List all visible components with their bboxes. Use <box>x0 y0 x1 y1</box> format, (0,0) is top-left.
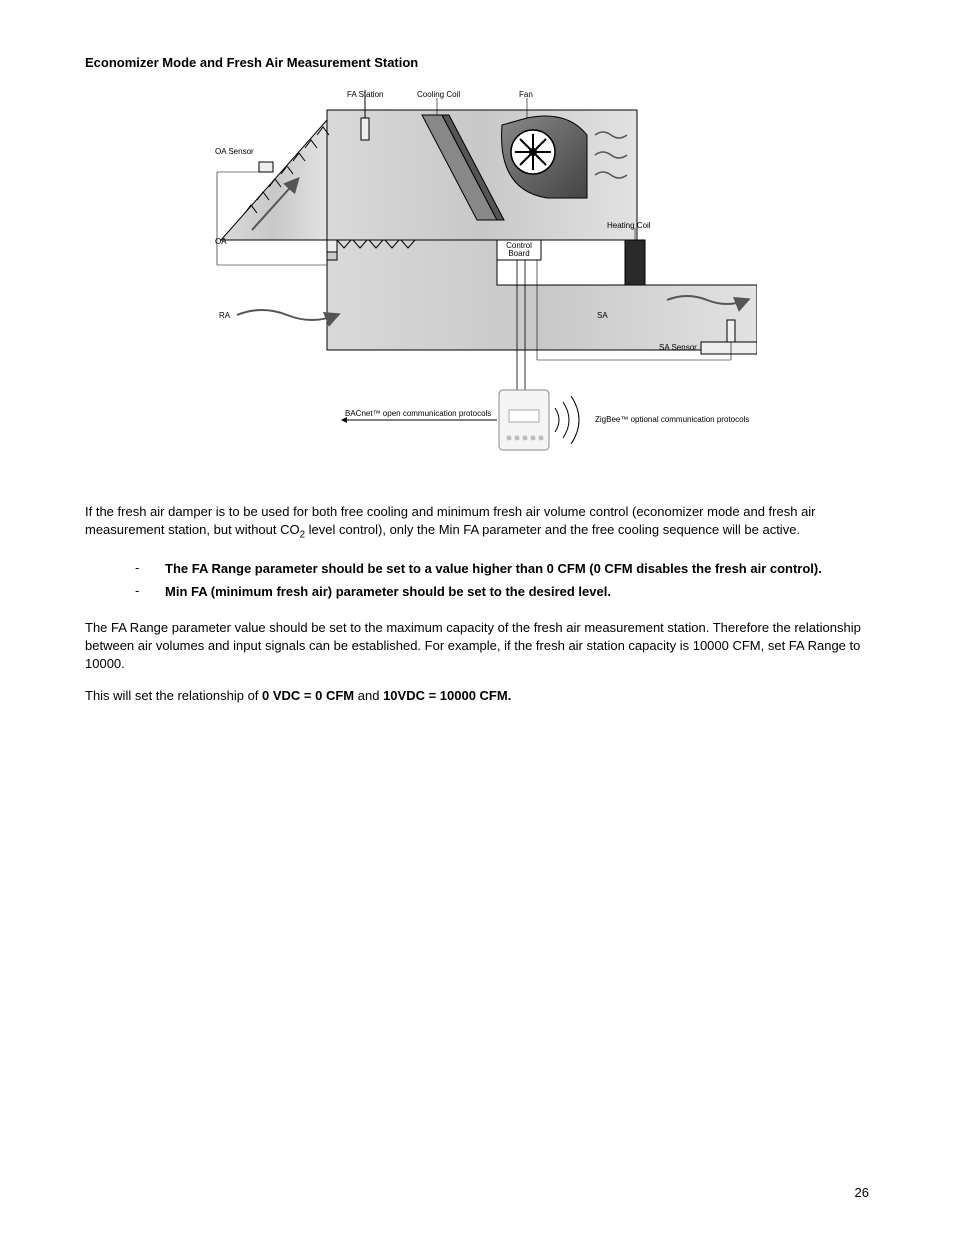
label-oa-sensor: OA Sensor <box>215 147 254 156</box>
bullet-item: - Min FA (minimum fresh air) parameter s… <box>135 583 869 601</box>
label-oa: OA <box>215 237 227 246</box>
label-heating-coil: Heating Coil <box>607 221 651 230</box>
label-bacnet: BACnet™ open communication protocols <box>345 409 491 418</box>
label-fan: Fan <box>519 90 533 99</box>
hvac-diagram: Control Board FA Station Cooling Coil Fa… <box>197 90 757 463</box>
para1-post: level control), only the Min FA paramete… <box>305 522 800 537</box>
bullet-dash: - <box>135 583 165 601</box>
label-ra: RA <box>219 311 231 320</box>
bullet-dash: - <box>135 560 165 578</box>
label-fa-station: FA Station <box>347 90 383 99</box>
label-zigbee: ZigBee™ optional communication protocols <box>595 415 749 424</box>
label-cooling-coil: Cooling Coil <box>417 90 460 99</box>
bullet-text-2: Min FA (minimum fresh air) parameter sho… <box>165 583 611 601</box>
svg-text:Board: Board <box>508 249 529 258</box>
label-sa-sensor: SA Sensor <box>659 343 697 352</box>
bullet-item: - The FA Range parameter should be set t… <box>135 560 869 578</box>
para3-b1: 0 VDC = 0 CFM <box>262 688 354 703</box>
paragraph-2: The FA Range parameter value should be s… <box>85 619 869 674</box>
label-sa: SA <box>597 311 608 320</box>
paragraph-1: If the fresh air damper is to be used fo… <box>85 503 869 542</box>
paragraph-3: This will set the relationship of 0 VDC … <box>85 687 869 705</box>
section-heading: Economizer Mode and Fresh Air Measuremen… <box>85 55 869 70</box>
para3-b2: 10VDC = 10000 CFM. <box>383 688 511 703</box>
para3-pre: This will set the relationship of <box>85 688 262 703</box>
page-number: 26 <box>855 1185 869 1200</box>
bullet-list: - The FA Range parameter should be set t… <box>135 560 869 600</box>
para3-mid: and <box>354 688 383 703</box>
bullet-text-1: The FA Range parameter should be set to … <box>165 560 822 578</box>
